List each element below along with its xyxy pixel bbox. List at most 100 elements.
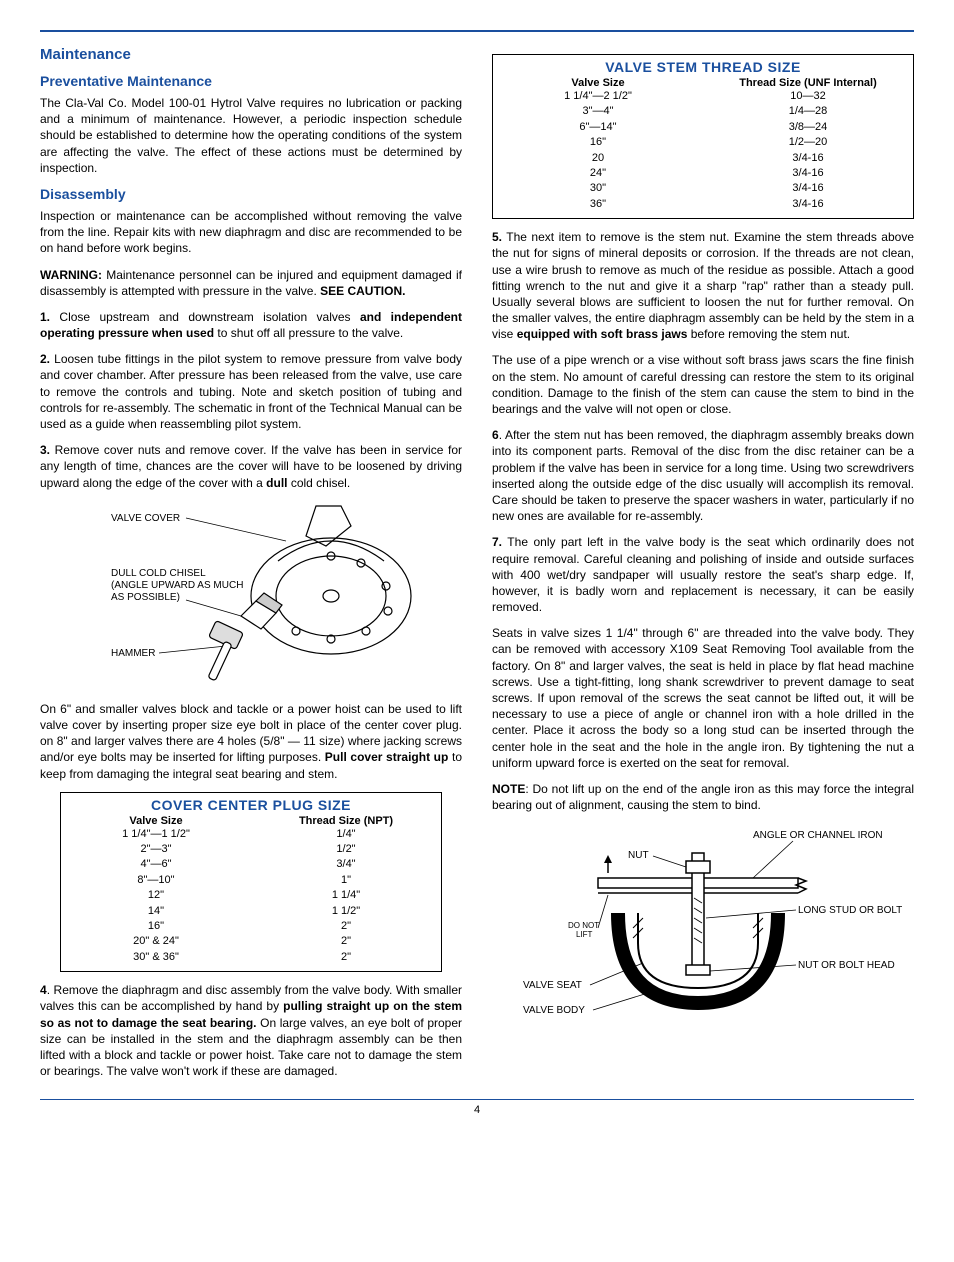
table-cell: 20" & 24"	[61, 934, 251, 949]
step3: 3. Remove cover nuts and remove cover. I…	[40, 442, 462, 491]
heading-preventative: Preventative Maintenance	[40, 73, 462, 89]
table-row: 4"—6"3/4"	[61, 857, 441, 872]
left-column: Maintenance Preventative Maintenance The…	[40, 46, 462, 1089]
step1-a: Close upstream and downstream isolation …	[50, 310, 360, 324]
step3-num: 3.	[40, 443, 50, 457]
table-cell: 12"	[61, 888, 251, 903]
fig2-label-nut: NUT	[628, 850, 649, 861]
table-cell: 3/4-16	[703, 151, 913, 166]
step4-num: 4	[40, 983, 47, 997]
table-cell: 1"	[251, 873, 441, 888]
page-container: Maintenance Preventative Maintenance The…	[40, 30, 914, 1116]
fig2-label-valve-body: VALVE BODY	[523, 1005, 585, 1016]
table-row: 24"3/4-16	[493, 166, 913, 181]
table-cell: 1 1/2"	[251, 904, 441, 919]
para-pipe-wrench: The use of a pipe wrench or a vise witho…	[492, 352, 914, 417]
table-cell: 6"—14"	[493, 120, 703, 135]
step7: 7. The only part left in the valve body …	[492, 534, 914, 615]
step1-c: to shut off all pressure to the valve.	[214, 326, 403, 340]
table-row: 8"—10"1"	[61, 873, 441, 888]
table-cover-title: COVER CENTER PLUG SIZE	[61, 797, 441, 813]
step5-b: equipped with soft brass jaws	[517, 327, 688, 341]
table-cover-h2: Thread Size (NPT)	[251, 815, 441, 827]
table-row: 20" & 24"2"	[61, 934, 441, 949]
table-stem-thread: VALVE STEM THREAD SIZE Valve Size Thread…	[492, 54, 914, 219]
table-cell: 2"	[251, 934, 441, 949]
table-cell: 1/2—20	[703, 135, 913, 150]
table-row: 12"1 1/4"	[61, 888, 441, 903]
bottom-rule	[40, 1099, 914, 1100]
table-cell: 8"—10"	[61, 873, 251, 888]
top-rule	[40, 30, 914, 32]
figure-valve-cover: VALVE COVER DULL COLD CHISEL (ANGLE UPWA…	[40, 501, 462, 691]
table-stem-title: VALVE STEM THREAD SIZE	[493, 59, 913, 75]
step5: 5. The next item to remove is the stem n…	[492, 229, 914, 342]
after-fig1-b: Pull cover straight up	[325, 750, 449, 764]
table-row: 203/4-16	[493, 151, 913, 166]
step1: 1. Close upstream and downstream isolati…	[40, 309, 462, 341]
table-cell: 4"—6"	[61, 857, 251, 872]
step6: 6. After the stem nut has been removed, …	[492, 427, 914, 524]
table-cell: 2"	[251, 919, 441, 934]
table-cell: 30" & 36"	[61, 950, 251, 965]
table-cell: 3/4"	[251, 857, 441, 872]
table-cell: 1/4"	[251, 827, 441, 842]
fig2-label-long-stud: LONG STUD OR BOLT	[798, 905, 902, 916]
table-cell: 36"	[493, 197, 703, 212]
table-row: 16"2"	[61, 919, 441, 934]
para-note: NOTE: Do not lift up on the end of the a…	[492, 781, 914, 813]
warning-see: SEE CAUTION.	[320, 284, 405, 298]
table-stem-body: 1 1/4"—2 1/2"10—323"—4"1/4—286"—14"3/8—2…	[493, 89, 913, 212]
fig2-label-donotlift-1: DO NOT	[568, 921, 599, 930]
table-cell: 2"	[251, 950, 441, 965]
table-cover-plug: COVER CENTER PLUG SIZE Valve Size Thread…	[60, 792, 442, 973]
table-row: 1 1/4"—2 1/2"10—32	[493, 89, 913, 104]
note-label: NOTE	[492, 782, 525, 796]
two-column-layout: Maintenance Preventative Maintenance The…	[40, 46, 914, 1089]
table-cell: 1 1/4"—1 1/2"	[61, 827, 251, 842]
table-cell: 1/4—28	[703, 104, 913, 119]
table-cell: 3/4-16	[703, 181, 913, 196]
table-row: 3"—4"1/4—28	[493, 104, 913, 119]
table-cover-h1: Valve Size	[61, 815, 251, 827]
heading-disassembly: Disassembly	[40, 186, 462, 202]
table-cell: 3/4-16	[703, 166, 913, 181]
table-stem-h2: Thread Size (UNF Internal)	[703, 77, 913, 89]
table-row: 30" & 36"2"	[61, 950, 441, 965]
para-seats: Seats in valve sizes 1 1/4" through 6" a…	[492, 625, 914, 771]
table-row: 36"3/4-16	[493, 197, 913, 212]
table-cell: 16"	[61, 919, 251, 934]
step1-num: 1.	[40, 310, 50, 324]
warning-label: WARNING:	[40, 268, 102, 282]
table-cell: 20	[493, 151, 703, 166]
step6-num: 6	[492, 428, 499, 442]
figure-seat-removal: ANGLE OR CHANNEL IRON NUT LONG STUD OR B…	[492, 823, 914, 1023]
table-cell: 1 1/4"	[251, 888, 441, 903]
fig2-label-valve-seat: VALVE SEAT	[523, 980, 582, 991]
fig2-label-angle-iron: ANGLE OR CHANNEL IRON	[753, 830, 883, 841]
step4: 4. Remove the diaphragm and disc assembl…	[40, 982, 462, 1079]
table-cover-head: Valve Size Thread Size (NPT)	[61, 815, 441, 827]
note-text: : Do not lift up on the end of the angle…	[492, 782, 914, 812]
page-number: 4	[40, 1104, 914, 1116]
step2-text: Loosen tube fittings in the pilot system…	[40, 352, 462, 431]
fig1-label-chisel-1: DULL COLD CHISEL	[111, 568, 206, 579]
step2-num: 2.	[40, 352, 50, 366]
table-cell: 16"	[493, 135, 703, 150]
fig1-label-chisel-3: AS POSSIBLE)	[111, 592, 180, 603]
step3-c: cold chisel.	[287, 476, 350, 490]
table-cover-body: 1 1/4"—1 1/2"1/4"2"—3"1/2"4"—6"3/4"8"—10…	[61, 827, 441, 966]
table-row: 16"1/2—20	[493, 135, 913, 150]
fig2-label-donotlift-2: LIFT	[576, 930, 593, 939]
table-stem-head: Valve Size Thread Size (UNF Internal)	[493, 77, 913, 89]
table-cell: 2"—3"	[61, 842, 251, 857]
table-cell: 3/4-16	[703, 197, 913, 212]
table-cell: 14"	[61, 904, 251, 919]
step2: 2. Loosen tube fittings in the pilot sys…	[40, 351, 462, 432]
step7-text: The only part left in the valve body is …	[492, 535, 914, 614]
table-row: 2"—3"1/2"	[61, 842, 441, 857]
para-disassembly-intro: Inspection or maintenance can be accompl…	[40, 208, 462, 257]
right-column: VALVE STEM THREAD SIZE Valve Size Thread…	[492, 46, 914, 1089]
step5-num: 5.	[492, 230, 502, 244]
para-warning: WARNING: Maintenance personnel can be in…	[40, 267, 462, 299]
